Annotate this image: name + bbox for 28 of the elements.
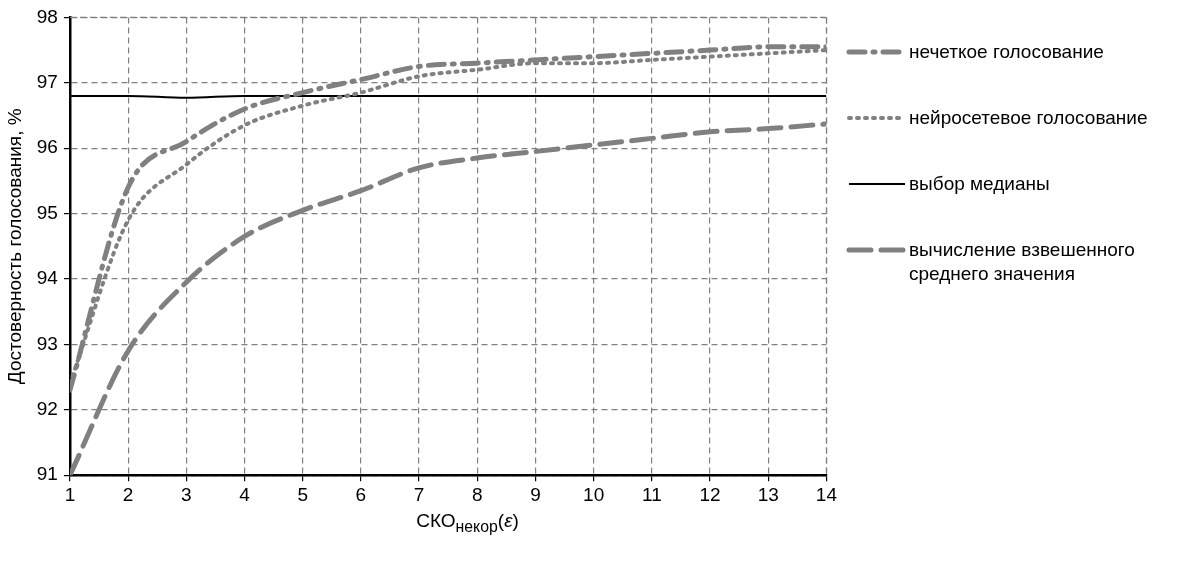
x-tick-label: 11 bbox=[641, 483, 662, 505]
y-tick-label: 94 bbox=[36, 267, 59, 289]
y-tick-label: 97 bbox=[36, 71, 58, 93]
x-tick-label: 12 bbox=[699, 483, 721, 505]
x-tick-label: 1 bbox=[64, 483, 76, 505]
y-tick-label: 93 bbox=[36, 332, 58, 354]
x-axis-title: СКО$_{некор}$(ε) bbox=[415, 510, 520, 536]
y-tick-label: 91 bbox=[36, 463, 58, 485]
x-tick-label: 5 bbox=[297, 483, 308, 505]
x-tick-label: 9 bbox=[530, 483, 541, 505]
x-tick-label: 3 bbox=[181, 483, 192, 505]
y-tick-label: 95 bbox=[36, 201, 58, 223]
y-tick-label: 96 bbox=[36, 136, 58, 158]
x-tick-label: 8 bbox=[471, 483, 483, 505]
x-tick-label: 10 bbox=[583, 483, 605, 505]
legend-label: вычисление взвешенного среднего значения bbox=[909, 238, 1136, 286]
x-tick-label: 14 bbox=[815, 483, 838, 505]
legend-label: нейросетевое голосование bbox=[909, 106, 1148, 130]
y-axis-title: Достоверность голосования, % bbox=[3, 108, 25, 385]
legend-label: нечеткое голосование bbox=[909, 40, 1104, 64]
x-tick-label: 2 bbox=[122, 483, 134, 505]
legend-label: выбор медианы bbox=[909, 172, 1050, 196]
y-tick-label: 98 bbox=[36, 5, 58, 27]
y-tick-label: 92 bbox=[36, 398, 58, 420]
x-tick-label: 4 bbox=[239, 483, 251, 505]
x-tick-label: 13 bbox=[757, 483, 779, 505]
x-tick-label: 7 bbox=[413, 483, 425, 505]
x-tick-label: 6 bbox=[355, 483, 367, 505]
